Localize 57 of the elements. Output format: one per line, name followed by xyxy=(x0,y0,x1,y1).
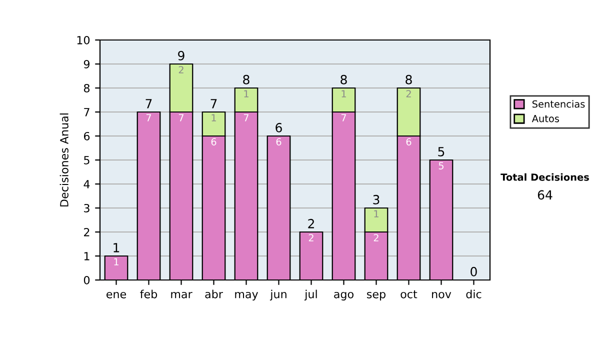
legend-label: Sentencias xyxy=(532,100,585,108)
data-label: 1 xyxy=(212,114,216,122)
text: 64 xyxy=(538,190,552,200)
x-tick-label: jun xyxy=(270,290,286,300)
total-label: 6 xyxy=(276,122,282,132)
x-tick-label: oct xyxy=(400,290,418,298)
data-label: 2 xyxy=(178,66,184,74)
data-label: 1 xyxy=(114,258,118,266)
total-label: 5 xyxy=(438,147,444,156)
data-label: 1 xyxy=(244,90,248,98)
y-tick-label: 4 xyxy=(84,180,90,188)
x-tick-label: mar xyxy=(171,292,192,298)
text: Total Decisiones xyxy=(500,173,589,181)
total-label: 8 xyxy=(340,74,347,84)
data-label: 5 xyxy=(438,162,444,170)
data-label: 1 xyxy=(374,210,378,218)
y-tick-label: 6 xyxy=(84,132,90,140)
x-tick-label: ene xyxy=(106,292,126,298)
y-tick-label: 3 xyxy=(84,204,90,212)
x-tick-label: sep xyxy=(367,292,386,300)
data-label: 7 xyxy=(146,114,152,122)
data-label: 1 xyxy=(342,90,346,98)
y-tick-label: 1 xyxy=(84,252,90,260)
legend-label: Autos xyxy=(532,115,560,122)
x-tick-label: jul xyxy=(304,290,317,300)
y-tick-label: 2 xyxy=(84,228,90,236)
total-label: 2 xyxy=(308,218,314,228)
x-tick-label: may xyxy=(235,292,258,300)
total-label: 8 xyxy=(406,74,412,84)
data-label: 7 xyxy=(341,114,346,122)
y-tick-label: 10 xyxy=(77,36,90,44)
y-tick-label: 0 xyxy=(84,276,90,284)
x-tick-label: feb xyxy=(140,290,158,298)
data-label: 2 xyxy=(374,234,378,242)
y-axis-title: Decisiones Anual xyxy=(60,114,68,206)
total-label: 7 xyxy=(146,99,152,108)
total-label: 7 xyxy=(210,99,217,108)
data-label: 6 xyxy=(276,138,282,146)
data-label: 2 xyxy=(308,234,314,242)
y-tick-label: 8 xyxy=(84,84,90,92)
total-label: 0 xyxy=(470,266,477,276)
y-tick-label: 9 xyxy=(84,60,90,68)
total-label: 9 xyxy=(178,50,184,60)
total-label: 3 xyxy=(373,194,380,204)
x-tick-label: dic xyxy=(466,290,482,298)
data-label: 2 xyxy=(406,90,411,98)
x-tick-label: nov xyxy=(432,292,452,298)
data-label: 6 xyxy=(211,138,216,146)
x-tick-label: abr xyxy=(205,290,223,298)
total-label: 8 xyxy=(243,74,250,84)
data-label: 7 xyxy=(244,114,249,122)
total-label: 1 xyxy=(114,243,120,252)
data-label: 6 xyxy=(406,138,412,146)
data-label: 7 xyxy=(178,114,184,122)
x-tick-label: ago xyxy=(334,292,354,300)
y-tick-label: 7 xyxy=(84,108,90,116)
y-tick-label: 5 xyxy=(84,156,90,164)
